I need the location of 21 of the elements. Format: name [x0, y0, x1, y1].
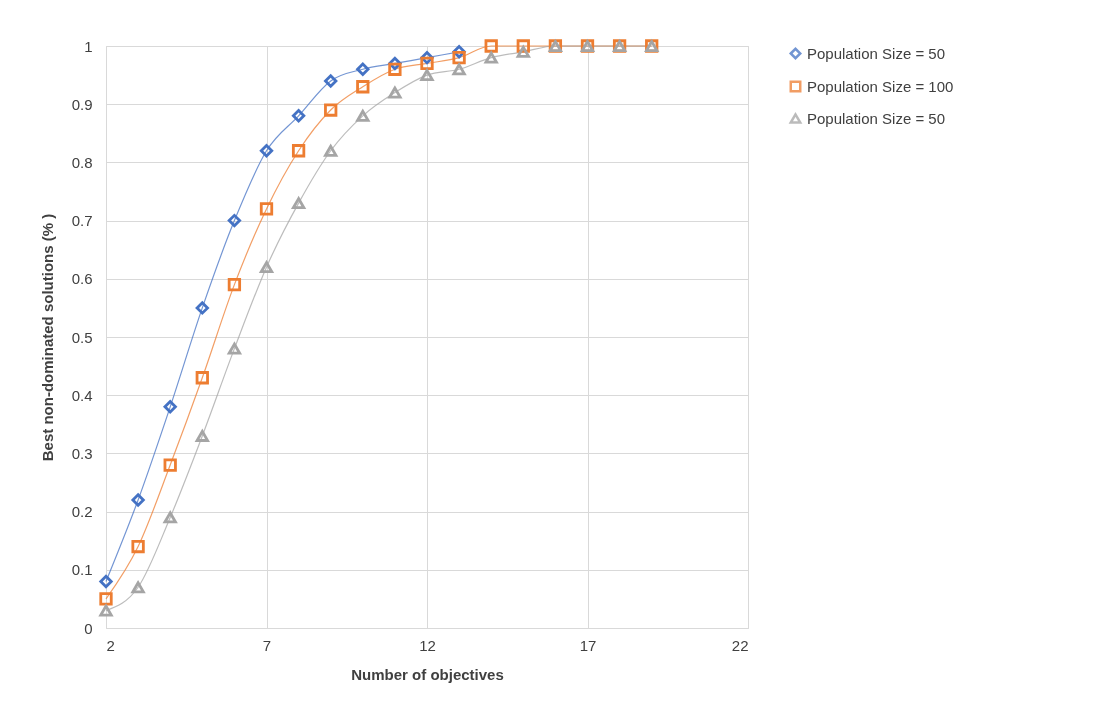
x-tick-label: 2	[106, 636, 115, 654]
y-tick-label: 0.1	[71, 561, 93, 579]
y-tick-label: 0.7	[71, 212, 93, 230]
x-tick-label: 7	[262, 636, 272, 654]
y-tick-label: 0.6	[71, 270, 93, 288]
y-tick-label: 0.8	[71, 153, 93, 171]
legend-label: Population Size = 50	[807, 109, 946, 127]
x-tick-label: 12	[419, 636, 436, 654]
x-axis-title: Number of objectives	[351, 665, 504, 683]
y-tick-label: 0.4	[71, 386, 93, 404]
legend-label: Population Size = 50	[807, 44, 946, 62]
y-axis-title: Best non-dominated solutions (% )	[38, 213, 56, 462]
x-tick-label: 22	[731, 636, 749, 654]
legend-label: Population Size = 100	[807, 77, 954, 95]
y-tick-label: 1	[84, 37, 93, 55]
y-tick-label: 0.5	[71, 328, 93, 346]
y-tick-label: 0.2	[71, 503, 93, 521]
y-tick-label: 0	[84, 619, 93, 637]
x-tick-label: 17	[579, 636, 597, 654]
y-tick-label: 0.3	[71, 444, 93, 462]
y-tick-label: 0.9	[71, 95, 93, 113]
